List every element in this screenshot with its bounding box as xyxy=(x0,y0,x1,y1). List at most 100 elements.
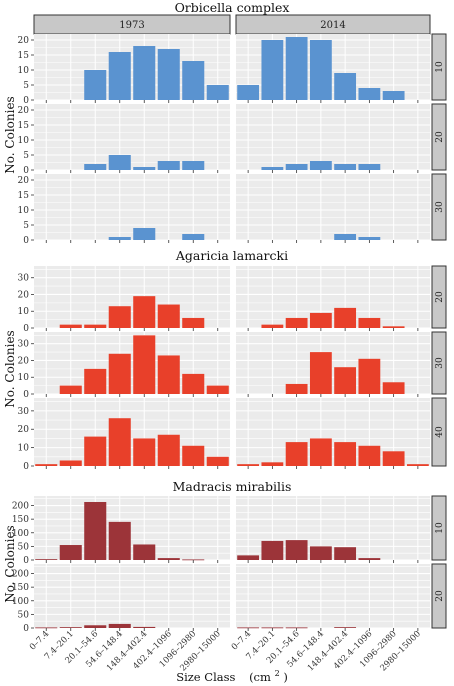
bar xyxy=(382,451,405,466)
depth-strip: 30 xyxy=(431,331,447,395)
panel xyxy=(236,496,430,563)
depth-strip-background xyxy=(431,33,447,101)
y-tick-label: 20 xyxy=(18,356,30,366)
bar xyxy=(358,164,381,170)
bar xyxy=(206,456,229,466)
depth-strip-label: 30 xyxy=(435,201,445,213)
column-header-label: 1973 xyxy=(119,20,144,31)
depth-strip: 20 xyxy=(431,265,447,329)
panel: 0 5 10 15 20 xyxy=(18,104,230,176)
depth-strip: 30 xyxy=(431,173,447,241)
y-tick-label: 50 xyxy=(18,542,30,552)
panel-background xyxy=(34,564,230,628)
bar xyxy=(358,317,381,328)
y-tick-label: 15 xyxy=(18,191,30,201)
depth-strip-background xyxy=(431,173,447,241)
bar xyxy=(206,85,229,100)
panel-background xyxy=(34,266,230,328)
bar xyxy=(182,61,205,100)
bar xyxy=(182,161,205,170)
depth-strip: 20 xyxy=(431,103,447,171)
y-tick-label: 5 xyxy=(23,221,29,231)
panel: 0 10 20 30 xyxy=(18,266,230,334)
y-tick-label: 20 xyxy=(18,425,30,435)
bar xyxy=(182,373,205,394)
bar xyxy=(285,37,308,100)
y-tick-label: 10 xyxy=(18,444,30,454)
bar xyxy=(84,70,107,100)
bar xyxy=(309,352,332,394)
y-tick-label: 200 xyxy=(12,570,29,580)
y-tick-label: 0 xyxy=(23,324,29,334)
bar xyxy=(182,234,205,240)
bar xyxy=(309,40,332,100)
y-tick-label: 5 xyxy=(23,81,29,91)
bar xyxy=(237,627,260,629)
y-tick-label: 200 xyxy=(12,502,29,512)
y-tick-label: 0 xyxy=(23,624,29,634)
depth-strip: 10 xyxy=(431,495,447,561)
bar xyxy=(309,438,332,466)
depth-strip-label: 20 xyxy=(435,590,445,602)
bar xyxy=(237,555,260,560)
depth-strip-background xyxy=(431,331,447,395)
bar xyxy=(261,167,284,170)
panels-layer: Orbicella complex05101520100510152020051… xyxy=(12,0,447,634)
bar xyxy=(59,460,82,466)
y-tick-label: 15 xyxy=(18,51,30,61)
bar xyxy=(133,296,156,328)
depth-strip-label: 20 xyxy=(435,291,445,303)
species-group-2: Madracis mirabilis0501001502001005010015… xyxy=(12,479,447,634)
bar xyxy=(133,167,156,170)
y-tick-label: 100 xyxy=(12,597,29,607)
y-tick-label: 30 xyxy=(18,407,30,417)
species-title: Orbicella complex xyxy=(175,0,290,15)
x-axis-title-unit: (cm xyxy=(249,670,271,684)
x-axis-title-superscript: 2 xyxy=(275,669,280,678)
bar xyxy=(157,49,180,100)
bar xyxy=(133,228,156,240)
bar xyxy=(84,324,107,328)
y-tick-label: 10 xyxy=(18,373,30,383)
bar xyxy=(261,462,284,466)
bar xyxy=(261,40,284,100)
y-tick-label: 0 xyxy=(23,462,29,472)
column-header-1973: 1973 xyxy=(33,14,231,35)
y-tick-label: 15 xyxy=(18,121,30,131)
bar xyxy=(84,625,107,628)
bar xyxy=(261,540,284,560)
bar xyxy=(285,164,308,170)
bar xyxy=(59,385,82,394)
panel: 0 10 20 30 xyxy=(18,398,230,472)
bar xyxy=(285,317,308,328)
bar xyxy=(285,442,308,466)
bar xyxy=(309,546,332,560)
bar xyxy=(261,324,284,328)
panel-background xyxy=(34,104,230,170)
panel xyxy=(236,104,430,173)
panel-background xyxy=(236,266,430,328)
bar xyxy=(206,385,229,394)
bar xyxy=(157,161,180,170)
bar xyxy=(285,383,308,394)
species-group-1: Agaricia lamarcki 0 10 20 30 20 0 10 20 30 30 0 10 20… xyxy=(18,248,447,472)
bar xyxy=(35,559,58,560)
depth-strip-label: 30 xyxy=(435,357,445,369)
y-tick-label: 150 xyxy=(12,515,29,525)
bar xyxy=(334,307,357,328)
depth-strip-label: 10 xyxy=(435,61,445,73)
bar xyxy=(382,91,405,100)
bar xyxy=(334,164,357,170)
bar xyxy=(334,442,357,466)
panel-background xyxy=(236,104,430,170)
y-tick-label: 10 xyxy=(18,136,30,146)
panel xyxy=(236,564,430,631)
bar xyxy=(84,368,107,394)
bar xyxy=(84,436,107,466)
bar xyxy=(285,540,308,560)
x-axis-title-close: ) xyxy=(283,670,288,684)
y-tick-label: 20 xyxy=(18,36,30,46)
bar xyxy=(108,623,131,628)
y-tick-label: 0 xyxy=(23,390,29,400)
bar xyxy=(133,46,156,100)
